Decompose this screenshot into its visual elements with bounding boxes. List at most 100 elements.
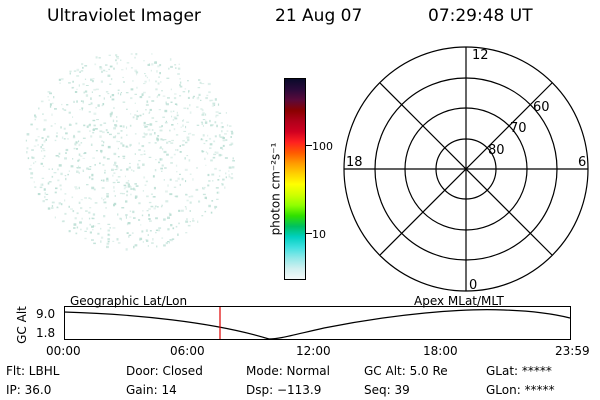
image-pixel — [184, 206, 187, 208]
image-pixel — [91, 173, 94, 177]
instrument-title: Ultraviolet Imager — [47, 6, 201, 26]
image-pixel — [211, 124, 214, 126]
image-pixel — [49, 92, 52, 95]
image-pixel — [108, 68, 110, 71]
image-pixel — [82, 137, 86, 139]
image-pixel — [148, 201, 152, 204]
image-pixel — [189, 132, 192, 135]
image-pixel — [122, 76, 124, 78]
image-pixel — [119, 125, 123, 128]
image-pixel — [135, 71, 139, 74]
image-pixel — [41, 150, 43, 152]
image-pixel — [60, 172, 63, 176]
image-pixel — [64, 193, 67, 195]
image-pixel — [190, 195, 194, 198]
image-pixel — [146, 76, 148, 79]
image-pixel — [171, 115, 173, 118]
image-pixel — [54, 191, 57, 194]
image-pixel — [162, 116, 165, 118]
image-pixel — [169, 178, 172, 181]
image-pixel — [42, 113, 44, 115]
image-pixel — [86, 167, 89, 170]
image-pixel — [76, 75, 80, 77]
image-pixel — [158, 93, 161, 96]
image-pixel — [98, 57, 101, 59]
image-pixel — [211, 200, 214, 202]
image-pixel — [26, 151, 28, 154]
image-pixel — [138, 142, 140, 145]
image-pixel — [125, 67, 127, 70]
image-pixel — [93, 124, 96, 127]
image-pixel — [95, 88, 99, 91]
image-pixel — [134, 56, 136, 59]
image-pixel — [101, 187, 105, 189]
image-pixel — [179, 183, 181, 186]
image-pixel — [114, 124, 117, 127]
image-pixel — [161, 170, 163, 172]
image-pixel — [230, 130, 233, 132]
image-pixel — [182, 120, 184, 122]
image-pixel — [173, 97, 177, 100]
image-pixel — [222, 139, 226, 142]
image-pixel — [41, 137, 44, 139]
image-pixel — [202, 193, 206, 196]
image-pixel — [40, 100, 44, 103]
image-pixel — [205, 197, 207, 200]
image-pixel — [78, 165, 79, 168]
image-pixel — [116, 238, 119, 241]
image-pixel — [30, 164, 32, 166]
image-pixel — [37, 144, 39, 146]
image-pixel — [103, 97, 105, 100]
image-pixel — [197, 87, 201, 89]
image-pixel — [137, 166, 141, 169]
image-pixel — [109, 227, 111, 229]
image-pixel — [163, 179, 165, 181]
image-pixel — [134, 69, 138, 72]
image-pixel — [225, 139, 228, 141]
image-pixel — [172, 119, 175, 121]
image-pixel — [98, 95, 101, 97]
image-pixel — [151, 53, 153, 55]
image-pixel — [215, 114, 219, 117]
image-pixel — [73, 147, 76, 150]
image-pixel — [192, 178, 194, 181]
image-pixel — [92, 229, 94, 231]
image-pixel — [109, 65, 113, 68]
image-pixel — [153, 207, 156, 210]
image-pixel — [121, 207, 125, 209]
image-pixel — [31, 149, 34, 151]
image-pixel — [179, 151, 182, 153]
image-pixel — [93, 88, 97, 91]
image-pixel — [90, 143, 93, 146]
image-pixel — [160, 206, 163, 208]
image-pixel — [185, 207, 187, 210]
image-pixel — [189, 111, 192, 114]
image-pixel — [216, 124, 218, 128]
image-pixel — [202, 112, 205, 114]
image-pixel — [81, 63, 84, 66]
image-pixel — [228, 170, 230, 172]
image-pixel — [99, 66, 102, 68]
image-pixel — [200, 138, 204, 141]
image-pixel — [129, 216, 132, 218]
image-pixel — [106, 195, 109, 198]
image-pixel — [69, 70, 72, 73]
observation-time: 07:29:48 UT — [428, 6, 533, 26]
image-pixel — [134, 93, 137, 95]
image-pixel — [173, 116, 177, 119]
image-pixel — [146, 210, 149, 212]
image-pixel — [100, 80, 103, 83]
image-pixel — [95, 56, 98, 59]
image-pixel — [101, 144, 104, 147]
image-pixel — [169, 239, 172, 241]
image-pixel — [132, 210, 135, 214]
image-pixel — [159, 158, 162, 161]
image-pixel — [130, 88, 134, 91]
image-pixel — [189, 201, 192, 204]
image-pixel — [162, 139, 165, 141]
image-pixel — [143, 121, 146, 125]
image-pixel — [85, 85, 89, 86]
image-pixel — [212, 180, 214, 182]
image-pixel — [165, 101, 167, 104]
image-pixel — [110, 111, 113, 114]
